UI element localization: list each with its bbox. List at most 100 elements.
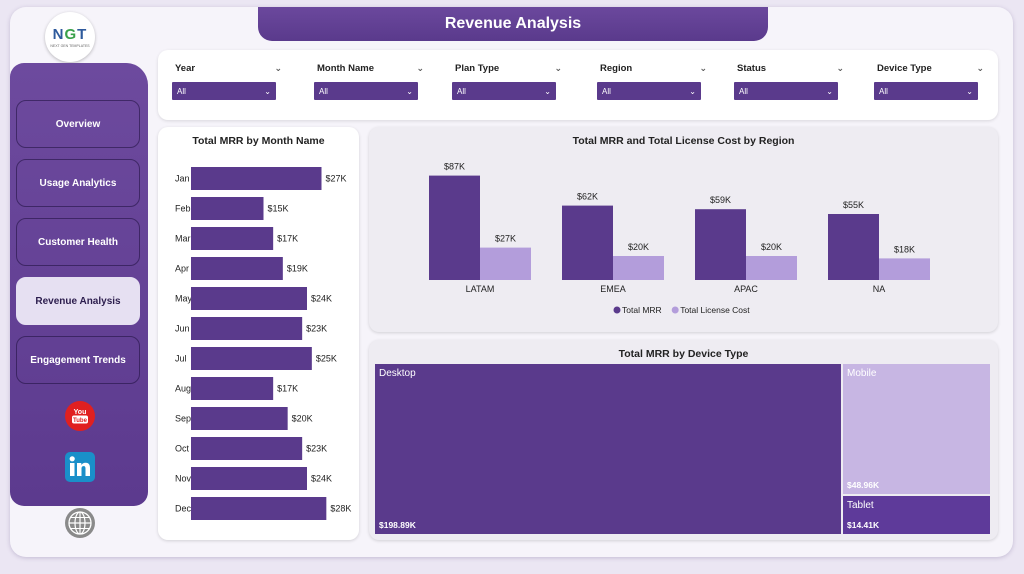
month-bar[interactable] bbox=[191, 497, 327, 520]
region-bar[interactable] bbox=[746, 256, 797, 280]
month-bar[interactable] bbox=[191, 317, 303, 340]
filter-region-select[interactable]: All ⌄ bbox=[597, 82, 701, 100]
filter-label: Plan Type bbox=[455, 62, 500, 74]
globe-icon[interactable] bbox=[64, 507, 96, 539]
nav-engagement-trends[interactable]: Engagement Trends bbox=[16, 336, 140, 384]
month-bar[interactable] bbox=[191, 347, 312, 370]
page-title: Revenue Analysis bbox=[258, 7, 768, 41]
month-data-label: $17K bbox=[277, 384, 298, 394]
filter-plan-select[interactable]: All ⌄ bbox=[452, 82, 556, 100]
treemap-mobile[interactable]: Mobile $48.96K bbox=[843, 364, 990, 494]
legend-label[interactable]: Total License Cost bbox=[680, 305, 750, 315]
youtube-icon[interactable]: You Tube bbox=[64, 400, 96, 432]
legend-label[interactable]: Total MRR bbox=[622, 305, 662, 315]
chevron-down-icon: ⌄ bbox=[826, 86, 833, 96]
region-bar[interactable] bbox=[562, 205, 613, 280]
month-bar[interactable] bbox=[191, 167, 322, 190]
month-bar[interactable] bbox=[191, 437, 303, 460]
chevron-down-icon: ⌄ bbox=[264, 86, 271, 96]
month-tick-label: Mar bbox=[175, 234, 191, 244]
chevron-down-icon[interactable]: ⌄ bbox=[699, 62, 707, 73]
month-bar[interactable] bbox=[191, 227, 274, 250]
month-data-label: $28K bbox=[330, 504, 351, 514]
month-data-label: $20K bbox=[292, 414, 313, 424]
treemap-value-label: $48.96K bbox=[847, 480, 880, 490]
legend-swatch bbox=[671, 306, 679, 314]
chevron-down-icon[interactable]: ⌄ bbox=[976, 62, 984, 73]
month-bar[interactable] bbox=[191, 257, 283, 280]
region-bar[interactable] bbox=[480, 247, 531, 280]
filter-status-select[interactable]: All ⌄ bbox=[734, 82, 838, 100]
month-bar[interactable] bbox=[191, 377, 274, 400]
month-bar[interactable] bbox=[191, 407, 288, 430]
treemap-category-label: Tablet bbox=[847, 500, 874, 511]
nav-overview[interactable]: Overview bbox=[16, 100, 140, 148]
filter-plan-type: Plan Type ⌄ All ⌄ bbox=[452, 60, 562, 100]
logo-tagline: NEXT GEN TEMPLATES bbox=[50, 44, 90, 48]
treemap-category-label: Mobile bbox=[847, 368, 877, 379]
region-bar[interactable] bbox=[695, 209, 746, 280]
filter-region: Region ⌄ All ⌄ bbox=[597, 60, 707, 100]
chevron-down-icon[interactable]: ⌄ bbox=[836, 62, 844, 73]
region-data-label: $18K bbox=[894, 244, 915, 254]
filter-month-name: Month Name ⌄ All ⌄ bbox=[314, 60, 424, 100]
month-bar[interactable] bbox=[191, 287, 307, 310]
linkedin-icon[interactable] bbox=[64, 451, 96, 483]
month-data-label: $15K bbox=[268, 204, 289, 214]
treemap-category-label: Desktop bbox=[379, 368, 416, 379]
filter-bar: Year ⌄ All ⌄ Month Name ⌄ All ⌄ Plan Type ⌄ A… bbox=[158, 50, 998, 120]
month-tick-label: Jan bbox=[175, 174, 190, 184]
company-logo[interactable]: NGT NEXT GEN TEMPLATES bbox=[45, 12, 95, 62]
month-data-label: $19K bbox=[287, 264, 308, 274]
month-tick-label: Nov bbox=[175, 474, 192, 484]
chart-title: Total MRR by Month Name bbox=[192, 135, 325, 147]
region-data-label: $20K bbox=[628, 242, 649, 252]
treemap-tablet[interactable]: Tablet $14.41K bbox=[843, 496, 990, 534]
chevron-down-icon[interactable]: ⌄ bbox=[274, 62, 282, 73]
region-tick-label: NA bbox=[873, 284, 886, 294]
panel-mrr-by-month: Total MRR by Month Name Jan $27K Feb $15K Ma… bbox=[158, 127, 359, 540]
device-treemap: Desktop $198.89K Mobile $48.96K Tablet $14.41… bbox=[375, 364, 990, 534]
chevron-down-icon[interactable]: ⌄ bbox=[416, 62, 424, 73]
region-bar[interactable] bbox=[828, 214, 879, 280]
month-tick-label: Feb bbox=[175, 204, 191, 214]
filter-label: Month Name bbox=[317, 62, 374, 74]
treemap-desktop[interactable]: Desktop $198.89K bbox=[375, 364, 841, 534]
region-data-label: $27K bbox=[495, 234, 516, 244]
month-tick-label: Jun bbox=[175, 324, 190, 334]
month-data-label: $23K bbox=[306, 444, 327, 454]
svg-text:You: You bbox=[74, 409, 87, 416]
panel-mrr-by-device: Total MRR by Device Type Desktop $198.89K… bbox=[369, 340, 998, 540]
chevron-down-icon: ⌄ bbox=[544, 86, 551, 96]
region-bar[interactable] bbox=[613, 256, 664, 280]
region-bar-chart: $87K $27K LATAM $62K $20K EMEA $59K $20K APAC $55… bbox=[429, 162, 930, 315]
treemap-value-label: $14.41K bbox=[847, 520, 880, 530]
nav-customer-health[interactable]: Customer Health bbox=[16, 218, 140, 266]
chart-title: Total MRR by Device Type bbox=[618, 348, 749, 360]
month-bar[interactable] bbox=[191, 197, 264, 220]
nav-revenue-analysis[interactable]: Revenue Analysis bbox=[16, 277, 140, 325]
chevron-down-icon: ⌄ bbox=[689, 86, 696, 96]
filter-status: Status ⌄ All ⌄ bbox=[734, 60, 844, 100]
chart-title: Total MRR and Total License Cost by Regi… bbox=[572, 135, 795, 147]
chevron-down-icon: ⌄ bbox=[966, 86, 973, 96]
region-data-label: $59K bbox=[710, 195, 731, 205]
filter-month-select[interactable]: All ⌄ bbox=[314, 82, 418, 100]
filter-year-select[interactable]: All ⌄ bbox=[172, 82, 276, 100]
filter-label: Device Type bbox=[877, 62, 932, 74]
region-bar[interactable] bbox=[429, 175, 480, 280]
month-bar[interactable] bbox=[191, 467, 307, 490]
month-tick-label: Jul bbox=[175, 354, 187, 364]
nav-usage-analytics[interactable]: Usage Analytics bbox=[16, 159, 140, 207]
month-tick-label: May bbox=[175, 294, 193, 304]
filter-device-select[interactable]: All ⌄ bbox=[874, 82, 978, 100]
region-bar[interactable] bbox=[879, 258, 930, 280]
month-data-label: $17K bbox=[277, 234, 298, 244]
logo-mark: NGT bbox=[52, 26, 88, 43]
month-tick-label: Oct bbox=[175, 444, 190, 454]
month-bar-chart: Jan $27K Feb $15K Mar $17K Apr $19K May $24K Jun $2… bbox=[175, 167, 351, 520]
region-tick-label: LATAM bbox=[466, 284, 495, 294]
filter-device-type: Device Type ⌄ All ⌄ bbox=[874, 60, 984, 100]
chevron-down-icon[interactable]: ⌄ bbox=[554, 62, 562, 73]
month-data-label: $24K bbox=[311, 474, 332, 484]
